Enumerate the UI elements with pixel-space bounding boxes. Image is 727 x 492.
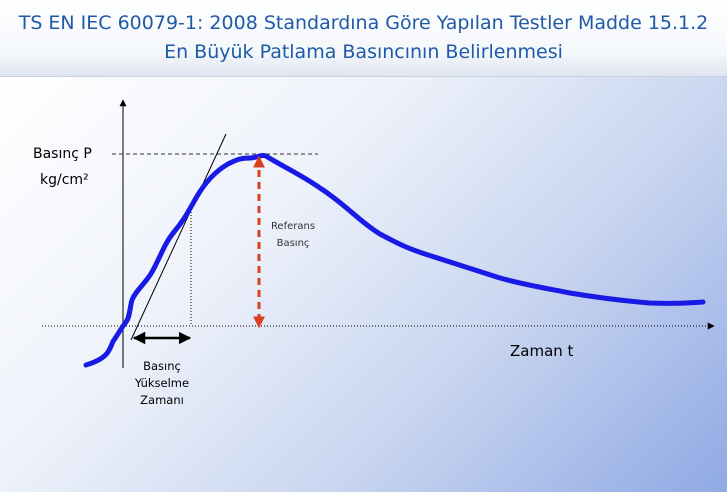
rise-time-label-line-3: Zamanı	[140, 393, 184, 407]
pressure-curve	[83, 152, 706, 368]
title-band: TS EN IEC 60079-1: 2008 Standardına Göre…	[0, 0, 727, 77]
y-axis-unit-label: kg/cm²	[40, 172, 89, 188]
rise-time-label-line-1: Basınç	[143, 359, 181, 373]
y-axis-label-line-2: kg/cm²	[40, 172, 89, 188]
slide-title-line-1: TS EN IEC 60079-1: 2008 Standardına Göre…	[18, 12, 709, 34]
reference-pressure-label-line-1: Referans	[271, 221, 315, 232]
tangent-line	[130, 133, 227, 341]
slide-title-line-2: En Büyük Patlama Basıncının Belirlenmesi	[164, 41, 563, 63]
diagram-background	[0, 77, 727, 492]
y-axis-label-line-1: Basınç P	[33, 146, 92, 162]
y-axis-label: Basınç P	[33, 146, 92, 162]
x-axis-label: Zaman t	[510, 342, 574, 360]
reference-pressure-label-line-2: Basınç	[277, 238, 310, 249]
rise-time-label-line-2: Yükselme	[134, 376, 189, 390]
